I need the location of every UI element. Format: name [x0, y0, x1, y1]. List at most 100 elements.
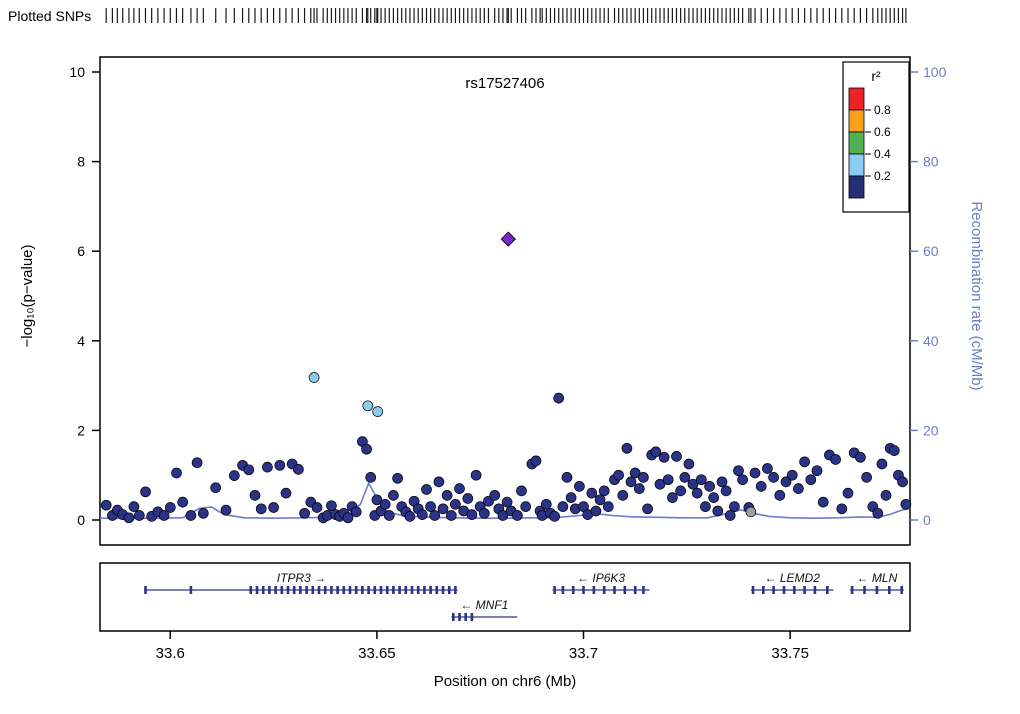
gene-exon — [336, 586, 339, 594]
snp-point — [350, 506, 362, 518]
snp-point — [654, 478, 666, 490]
gene-exon — [361, 586, 364, 594]
snp-point — [716, 476, 728, 488]
gene-exon — [751, 586, 755, 594]
snp-point — [549, 511, 560, 522]
snp-point — [512, 510, 523, 521]
gene-label: ← MLN — [857, 571, 898, 585]
legend-swatch — [848, 175, 865, 199]
gene-exon — [900, 586, 903, 594]
gene-exon — [274, 586, 277, 594]
snp-point — [497, 510, 509, 521]
snp-point — [255, 503, 267, 515]
snp-point — [793, 483, 804, 494]
gene-exon — [280, 586, 284, 594]
snp-point — [383, 510, 395, 521]
gene-exon — [404, 586, 408, 594]
snp-point — [658, 451, 670, 463]
gene-exon — [367, 586, 370, 594]
y-tick-label: 10 — [69, 64, 85, 80]
snp-point — [855, 451, 866, 463]
gene-exon — [435, 586, 439, 594]
snp-point — [140, 486, 151, 498]
gene-exon — [470, 613, 474, 621]
snp-point — [749, 467, 761, 479]
gene-exon — [623, 586, 627, 594]
snp-point — [293, 464, 304, 475]
gene-exon — [429, 586, 432, 594]
gene-exon — [255, 586, 259, 594]
snp-point — [598, 485, 610, 497]
snp-point — [462, 493, 474, 504]
gene-exon — [410, 586, 414, 594]
snp-point — [429, 510, 441, 521]
gene-panel-border — [99, 562, 911, 632]
snp-point — [897, 476, 908, 488]
snp-point — [445, 510, 457, 521]
snp-point — [786, 469, 798, 481]
snp-point — [613, 469, 624, 481]
snp-point — [425, 501, 436, 512]
snp-point — [557, 501, 569, 512]
y-tick-label: 60 — [923, 243, 939, 259]
snp-point — [675, 485, 686, 497]
snp-point — [249, 490, 261, 501]
gene-exon — [454, 586, 457, 594]
snp-point — [574, 481, 585, 492]
snp-point — [489, 490, 501, 501]
gene-label: ITPR3 → — [277, 571, 326, 585]
snp-point — [228, 470, 240, 481]
snp-point — [683, 458, 695, 470]
gene-exon — [385, 586, 389, 594]
snp-point — [466, 509, 478, 520]
snp-point — [679, 472, 691, 483]
legend-title: r² — [871, 68, 881, 84]
snp-point — [642, 503, 653, 515]
gene-label: ← IP6K3 — [577, 571, 625, 585]
snp-point — [817, 496, 829, 508]
snp-point — [724, 510, 736, 521]
gene-exon — [299, 586, 302, 594]
gene-exon — [793, 586, 796, 594]
gene-exon — [613, 586, 616, 594]
snp-point — [450, 498, 461, 510]
snp-point — [762, 463, 773, 474]
snp-point — [171, 467, 182, 479]
gene-exon — [888, 586, 891, 594]
snp-point — [164, 502, 176, 513]
gene-exon — [803, 586, 806, 594]
gene-exon — [286, 586, 290, 594]
snp-point — [586, 487, 598, 499]
y-axis-right: 0 20 40 60 80 100 — [910, 64, 947, 528]
snp-point — [695, 474, 707, 486]
snp-point — [437, 503, 449, 515]
gene-exon — [342, 586, 346, 594]
gene-exon — [330, 586, 333, 594]
snp-point — [177, 496, 189, 508]
snp-point — [729, 501, 740, 512]
legend-swatch — [848, 153, 865, 177]
snp-point — [561, 472, 573, 483]
y-tick-label: 80 — [923, 154, 939, 170]
gene-exon — [571, 586, 575, 594]
snp-point — [454, 483, 465, 494]
y-tick-label: 20 — [923, 422, 939, 438]
snp-point — [191, 457, 203, 469]
snp-point — [371, 494, 383, 506]
snp-point — [362, 400, 374, 412]
legend-label: 0.2 — [874, 169, 891, 183]
snp-point — [671, 451, 682, 462]
snp-point — [299, 507, 310, 519]
x-axis: 33.6 33.65 33.7 33.75 — [156, 631, 809, 662]
snp-point — [540, 498, 552, 510]
snp-point — [311, 502, 323, 513]
snp-point — [900, 498, 912, 510]
snp-point — [842, 487, 854, 499]
snp-scatter-points — [100, 231, 912, 524]
snp-point — [755, 481, 767, 492]
snp-point — [379, 498, 391, 510]
snp-point — [704, 481, 715, 492]
snp-point — [123, 512, 135, 524]
gene-exon — [348, 586, 352, 594]
